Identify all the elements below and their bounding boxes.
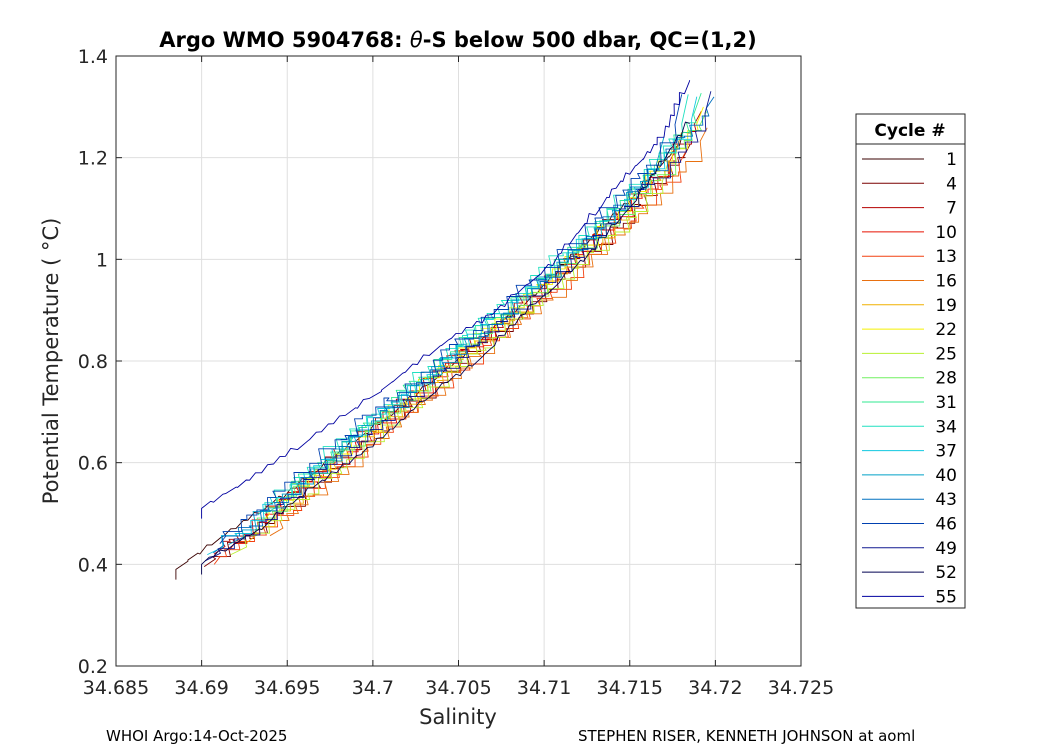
legend-label-7: 7 bbox=[946, 199, 957, 219]
x-tick-label: 34.705 bbox=[425, 677, 491, 699]
legend-label-25: 25 bbox=[935, 344, 957, 364]
profile-traces bbox=[175, 80, 715, 580]
chart-title: Argo WMO 5904768: θ-S below 500 dbar, QC… bbox=[159, 28, 756, 52]
x-tick-label: 34.695 bbox=[254, 677, 320, 699]
legend-label-1: 1 bbox=[946, 150, 957, 170]
x-tick-label: 34.685 bbox=[83, 677, 149, 699]
legend-label-52: 52 bbox=[935, 563, 957, 583]
y-tick-label: 1 bbox=[96, 249, 108, 271]
y-tick-label: 1.4 bbox=[78, 46, 108, 68]
legend-label-34: 34 bbox=[935, 417, 957, 437]
x-tick-label: 34.7 bbox=[352, 677, 394, 699]
legend-label-40: 40 bbox=[935, 466, 957, 486]
legend-label-55: 55 bbox=[935, 587, 957, 607]
y-tick-label: 0.8 bbox=[78, 351, 108, 373]
axis-ticks: 34.685 34.69 34.695 34.7 34.705 34.71 34.715 34… bbox=[78, 46, 834, 699]
x-axis-label: Salinity bbox=[419, 705, 497, 729]
x-tick-label: 34.69 bbox=[174, 677, 228, 699]
profile-trace-cycle-52 bbox=[201, 121, 690, 575]
footer-date: WHOI Argo:14-Oct-2025 bbox=[106, 727, 288, 745]
profile-trace-cycle-55 bbox=[201, 80, 691, 519]
profile-trace-cycle-10 bbox=[229, 151, 676, 550]
y-tick-label: 0.4 bbox=[78, 554, 108, 576]
legend: Cycle # 1 4 7 10 13 16 19 22 25 28 31 34 37 40 43 46 49 5… bbox=[855, 113, 966, 609]
profile-trace-cycle-43 bbox=[213, 96, 715, 554]
legend-label-46: 46 bbox=[935, 515, 957, 535]
legend-items: 1 4 7 10 13 16 19 22 25 28 31 34 37 40 43 46 49 52 55 bbox=[862, 150, 957, 607]
profile-trace-cycle-49 bbox=[204, 91, 712, 562]
legend-label-13: 13 bbox=[935, 247, 957, 267]
legend-label-4: 4 bbox=[946, 174, 957, 194]
x-tick-label: 34.72 bbox=[688, 677, 742, 699]
legend-box bbox=[855, 113, 966, 609]
x-tick-label: 34.715 bbox=[597, 677, 663, 699]
legend-label-19: 19 bbox=[935, 296, 957, 316]
profile-trace-cycle-16 bbox=[269, 127, 708, 537]
footer-credits: STEPHEN RISER, KENNETH JOHNSON at aoml bbox=[578, 727, 916, 745]
legend-label-31: 31 bbox=[935, 393, 957, 413]
legend-label-22: 22 bbox=[935, 320, 957, 340]
y-tick-label: 0.6 bbox=[78, 453, 108, 475]
y-tick-label: 0.2 bbox=[78, 656, 108, 678]
profile-trace-cycle-25 bbox=[230, 161, 669, 556]
legend-label-37: 37 bbox=[935, 442, 957, 462]
legend-label-16: 16 bbox=[935, 272, 957, 292]
legend-label-10: 10 bbox=[935, 223, 957, 243]
legend-label-28: 28 bbox=[935, 369, 957, 389]
profile-trace-cycle-46 bbox=[219, 94, 683, 544]
y-tick-label: 1.2 bbox=[78, 148, 108, 170]
y-axis-label: Potential Temperature ( °C) bbox=[39, 218, 63, 505]
x-tick-label: 34.71 bbox=[517, 677, 571, 699]
x-tick-label: 34.725 bbox=[768, 677, 834, 699]
legend-label-43: 43 bbox=[935, 490, 957, 510]
profile-trace-cycle-28 bbox=[250, 111, 707, 537]
legend-title: Cycle # bbox=[874, 121, 945, 141]
legend-label-49: 49 bbox=[935, 539, 957, 559]
